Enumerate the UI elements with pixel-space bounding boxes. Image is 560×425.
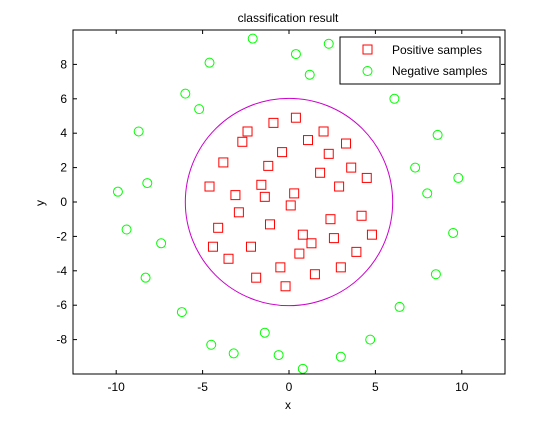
y-axis-label: y [33, 200, 47, 206]
negative-sample-point [430, 269, 441, 280]
positive-sample-point [303, 135, 314, 146]
legend-label-negative: Negative samples [392, 64, 487, 78]
negative-sample-point [204, 57, 215, 68]
positive-sample-point [289, 188, 300, 199]
positive-sample-point [259, 191, 270, 202]
positive-sample-point [361, 172, 372, 183]
negative-sample-point [335, 351, 346, 362]
x-axis-label: x [285, 398, 291, 412]
positive-sample-point [315, 167, 326, 178]
x-tick-label: -5 [197, 380, 208, 394]
positive-sample-point [366, 229, 377, 240]
negative-sample-point [297, 363, 308, 374]
x-tick-label: 5 [372, 380, 379, 394]
negative-sample-point [304, 69, 315, 80]
positive-sample-point [328, 233, 339, 244]
negative-sample-point [389, 93, 400, 104]
positive-sample-point [207, 241, 218, 252]
negative-sample-point [448, 227, 459, 238]
chart-title: classification result [238, 11, 339, 25]
y-tick-label: 8 [60, 57, 67, 71]
positive-sample-point [264, 219, 275, 230]
y-tick-label: 0 [60, 195, 67, 209]
positive-sample-point [306, 238, 317, 249]
x-tick-label: 10 [455, 380, 469, 394]
plot-area [73, 30, 505, 374]
negative-sample-point [180, 88, 191, 99]
positive-sample-point [275, 262, 286, 273]
negative-sample-point [410, 162, 421, 173]
negative-sample-point [432, 129, 443, 140]
positive-sample-point [223, 253, 234, 264]
decision-boundary [184, 97, 394, 307]
positive-sample-point [218, 157, 229, 168]
y-tick-label: 4 [60, 126, 67, 140]
negative-sample-point [156, 238, 167, 249]
positive-sample-point [290, 112, 301, 123]
y-tick-label: -4 [56, 264, 67, 278]
positive-sample-point [256, 179, 267, 190]
positive-sample-point [251, 272, 262, 283]
positive-sample-point [285, 200, 296, 211]
positive-sample-point [245, 241, 256, 252]
legend-label-positive: Positive samples [392, 43, 482, 57]
negative-sample-point [112, 186, 123, 197]
negative-sample-point [140, 272, 151, 283]
positive-sample-point [233, 207, 244, 218]
positive-sample-point [277, 147, 288, 158]
negative-sample-point [194, 104, 205, 115]
positive-sample-point [263, 160, 274, 171]
negative-sample-point [121, 224, 132, 235]
negative-sample-point [394, 301, 405, 312]
negative-sample-point [365, 334, 376, 345]
positive-sample-point [341, 138, 352, 149]
negative-sample-point [273, 350, 284, 361]
negative-sample-point [206, 339, 217, 350]
negative-sample-point [323, 38, 334, 49]
y-tick-label: -2 [56, 229, 67, 243]
y-tick-label: -6 [56, 298, 67, 312]
y-tick-label: 6 [60, 92, 67, 106]
positive-sample-point [356, 210, 367, 221]
negative-sample-point [142, 178, 153, 189]
positive-sample-point [325, 214, 336, 225]
positive-sample-point [230, 190, 241, 201]
positive-sample-point [351, 246, 362, 257]
legend: Positive samples Negative samples [339, 36, 501, 85]
x-tick-label: 0 [286, 380, 293, 394]
positive-sample-point [297, 229, 308, 240]
negative-sample-point [176, 307, 187, 318]
negative-sample-point [259, 327, 270, 338]
negative-sample-point [133, 126, 144, 137]
positive-sample-point [318, 126, 329, 137]
negative-sample-point [290, 49, 301, 60]
negative-sample-point [453, 172, 464, 183]
ticks-layer: -10 -5 0 5 10 -8 -6 -4 -2 0 2 4 6 8 [56, 30, 505, 394]
negative-sample-point [228, 348, 239, 359]
y-tick-label: -8 [56, 333, 67, 347]
legend-marker-positive [362, 44, 373, 55]
negative-sample-point [247, 33, 258, 44]
positive-sample-point [204, 181, 215, 192]
positive-sample-point [323, 148, 334, 159]
negative-sample-point [422, 188, 433, 199]
legend-marker-negative [362, 66, 373, 76]
positive-sample-point [334, 181, 345, 192]
positive-sample-point [294, 248, 305, 259]
positive-sample-point [335, 262, 346, 273]
positive-sample-point [280, 281, 291, 292]
positive-sample-point [268, 117, 279, 128]
positive-sample-point [242, 126, 253, 137]
positive-sample-point [346, 162, 357, 173]
x-tick-label: -10 [108, 380, 126, 394]
positive-sample-point [213, 222, 224, 233]
y-tick-label: 2 [60, 161, 67, 175]
positive-sample-point [237, 136, 248, 147]
positive-sample-point [309, 269, 320, 280]
